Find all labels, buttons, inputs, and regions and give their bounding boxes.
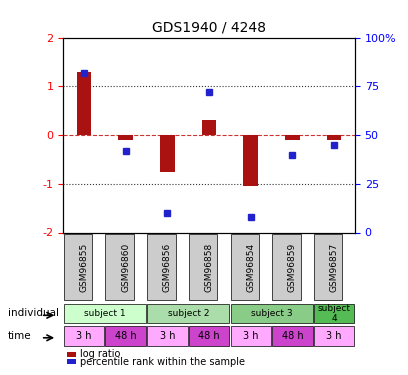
Text: subject 2: subject 2	[168, 309, 209, 318]
Text: 3 h: 3 h	[326, 331, 342, 341]
FancyBboxPatch shape	[147, 326, 188, 346]
Bar	[327, 135, 341, 140]
Bar	[202, 120, 216, 135]
Bar	[244, 135, 258, 186]
Text: GSM96856: GSM96856	[163, 243, 172, 292]
FancyBboxPatch shape	[64, 326, 104, 346]
Text: 48 h: 48 h	[198, 331, 220, 341]
Text: subject 1: subject 1	[84, 309, 126, 318]
FancyBboxPatch shape	[314, 304, 355, 323]
Text: GSM96857: GSM96857	[330, 243, 339, 292]
Text: 3 h: 3 h	[76, 331, 92, 341]
Text: 48 h: 48 h	[115, 331, 137, 341]
FancyBboxPatch shape	[231, 304, 313, 323]
Text: GSM96855: GSM96855	[80, 243, 89, 292]
Text: 3 h: 3 h	[160, 331, 175, 341]
Text: 48 h: 48 h	[282, 331, 303, 341]
Bar	[285, 135, 300, 140]
Bar	[77, 72, 91, 135]
FancyBboxPatch shape	[314, 326, 355, 346]
Text: subject
4: subject 4	[317, 304, 350, 323]
FancyBboxPatch shape	[106, 234, 134, 300]
FancyBboxPatch shape	[189, 234, 217, 300]
FancyBboxPatch shape	[147, 304, 229, 323]
FancyBboxPatch shape	[314, 234, 342, 300]
FancyBboxPatch shape	[64, 304, 146, 323]
Text: subject 3: subject 3	[251, 309, 293, 318]
Text: time: time	[8, 331, 32, 341]
Text: 3 h: 3 h	[243, 331, 259, 341]
FancyBboxPatch shape	[272, 234, 301, 300]
Text: GSM96859: GSM96859	[288, 243, 297, 292]
FancyBboxPatch shape	[106, 326, 146, 346]
FancyBboxPatch shape	[231, 234, 259, 300]
FancyBboxPatch shape	[147, 234, 176, 300]
Text: GSM96860: GSM96860	[121, 243, 130, 292]
FancyBboxPatch shape	[189, 326, 229, 346]
FancyBboxPatch shape	[272, 326, 313, 346]
FancyBboxPatch shape	[231, 326, 271, 346]
Text: individual: individual	[8, 309, 59, 318]
FancyBboxPatch shape	[64, 234, 93, 300]
Text: log ratio: log ratio	[80, 350, 120, 359]
Text: GSM96854: GSM96854	[246, 243, 255, 292]
Title: GDS1940 / 4248: GDS1940 / 4248	[152, 21, 266, 35]
Bar	[118, 135, 133, 140]
Text: percentile rank within the sample: percentile rank within the sample	[80, 357, 244, 367]
Bar	[160, 135, 175, 172]
Text: GSM96858: GSM96858	[204, 243, 214, 292]
